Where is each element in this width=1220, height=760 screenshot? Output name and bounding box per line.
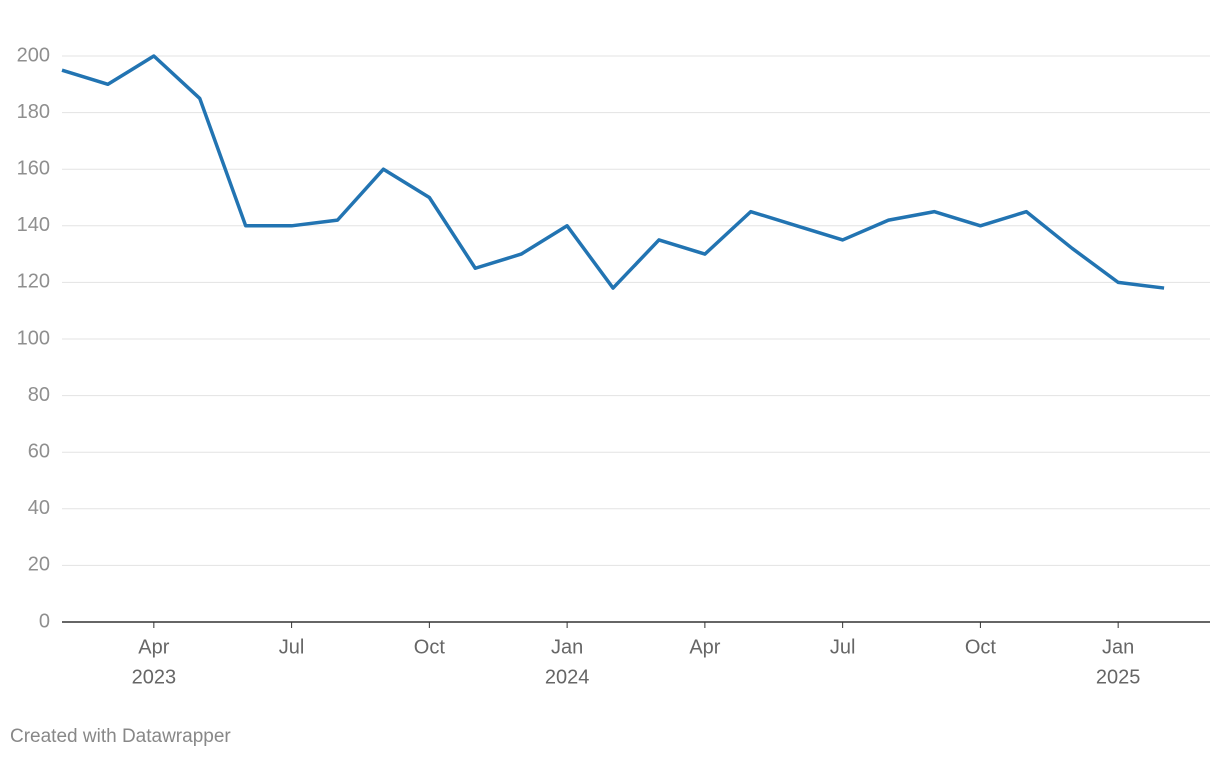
y-tick-label: 180 <box>17 101 50 123</box>
y-tick-label: 80 <box>28 384 50 406</box>
x-tick-label: Jan <box>1102 636 1134 658</box>
y-tick-label: 40 <box>28 497 50 519</box>
x-tick-label: Apr <box>138 636 169 658</box>
x-tick-label: Oct <box>965 636 997 658</box>
x-tick-label: Jul <box>279 636 305 658</box>
y-tick-label: 0 <box>39 610 50 632</box>
y-tick-label: 20 <box>28 554 50 576</box>
y-tick-label: 200 <box>17 44 50 66</box>
y-tick-label: 140 <box>17 214 50 236</box>
x-tick-label: 2024 <box>545 666 590 688</box>
y-tick-label: 60 <box>28 440 50 462</box>
y-tick-label: 100 <box>17 327 50 349</box>
line <box>61 54 1165 290</box>
y-tick-label: 120 <box>17 271 50 293</box>
footer: Created with Datawrapper <box>10 726 231 747</box>
y-tick-label: 160 <box>17 157 50 179</box>
x-tick-label: Jul <box>830 636 856 658</box>
x-tick-label: 2023 <box>132 666 177 688</box>
x-tick-label: 2025 <box>1096 666 1141 688</box>
x-tick-label: Oct <box>414 636 446 658</box>
x-tick-label: Jan <box>551 636 583 658</box>
x-tick-label: Apr <box>689 636 720 658</box>
